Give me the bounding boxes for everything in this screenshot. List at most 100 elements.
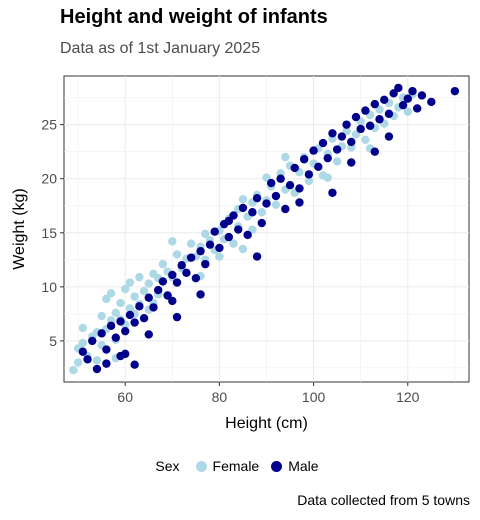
data-point-male [267, 178, 276, 188]
data-point-female [186, 239, 196, 248]
data-point-male [375, 115, 384, 124]
data-point-male [295, 184, 304, 193]
grid-lines [64, 76, 469, 382]
legend: Sex Female Male [0, 458, 480, 474]
data-point-male [210, 227, 219, 236]
data-point-male [408, 86, 417, 96]
data-point-male [88, 336, 97, 346]
data-point-male [168, 270, 177, 280]
data-point-female [323, 173, 332, 182]
data-point-female [229, 239, 238, 248]
female-key-icon [195, 460, 207, 472]
data-point-female [351, 130, 361, 139]
data-point-male [380, 95, 389, 104]
data-point-male [318, 138, 328, 148]
data-point-male [78, 347, 88, 356]
data-point-male [186, 253, 196, 262]
data-point-female [201, 229, 210, 239]
data-point-male [205, 240, 215, 249]
y-tick-label: 20 [41, 171, 57, 187]
data-point-male [144, 293, 153, 302]
data-point-male [121, 326, 130, 336]
data-point-male [158, 277, 168, 286]
data-point-male [281, 204, 290, 214]
data-point-male [450, 86, 460, 96]
data-point-male [342, 120, 351, 129]
data-point-male [229, 211, 238, 220]
y-tick-label: 15 [41, 225, 57, 241]
data-point-male [215, 243, 224, 253]
data-point-male [347, 137, 356, 147]
data-point-male [238, 203, 248, 213]
data-point-male [295, 198, 304, 207]
data-point-male [252, 252, 262, 261]
data-point-female [271, 200, 281, 209]
x-axis-title: Height (cm) [225, 415, 308, 432]
data-point-male [153, 285, 163, 295]
data-point-male [102, 359, 111, 368]
data-point-female [69, 365, 78, 375]
data-point-female [78, 323, 88, 333]
data-point-male [276, 174, 285, 183]
data-point-female [125, 304, 135, 313]
data-point-male [403, 94, 412, 103]
data-point-female [281, 152, 290, 162]
data-point-female [403, 107, 412, 116]
y-tick-label: 5 [49, 333, 57, 349]
data-point-female [144, 279, 153, 288]
data-point-male [394, 83, 403, 93]
data-point-female [78, 338, 88, 348]
data-point-male [384, 109, 394, 119]
data-point-male [299, 155, 309, 164]
data-point-male [309, 146, 318, 155]
data-point-female [304, 176, 314, 186]
data-point-male [168, 296, 177, 306]
data-point-female [168, 237, 177, 246]
data-point-male [172, 278, 182, 287]
data-point-male [412, 104, 422, 113]
data-point-male [130, 360, 139, 369]
data-point-female [92, 356, 102, 365]
x-tick-label: 80 [212, 389, 228, 405]
data-point-male [370, 99, 380, 109]
data-point-male [398, 100, 408, 110]
data-point-male [92, 364, 102, 374]
data-point-male [149, 303, 158, 312]
data-point-male [347, 158, 356, 167]
data-point-female [130, 292, 139, 301]
data-point-male [116, 317, 125, 326]
data-point-female [238, 244, 248, 254]
data-point-male [285, 181, 295, 190]
data-point-male [314, 162, 323, 172]
y-axis-ticks: 5 10 15 20 25 [41, 117, 64, 349]
data-point-male [332, 145, 342, 154]
data-point-female [106, 289, 116, 298]
x-tick-label: 60 [117, 389, 133, 405]
data-point-female [158, 259, 168, 269]
x-tick-label: 100 [302, 389, 326, 405]
legend-label-female: Female [212, 458, 260, 474]
x-axis-ticks: 60 80 100 120 [117, 382, 420, 405]
legend-label-male: Male [288, 458, 319, 474]
data-point-female [102, 294, 111, 303]
data-point-male [106, 321, 116, 330]
data-point-female [238, 195, 248, 204]
male-key-icon [271, 460, 283, 472]
data-point-female [139, 286, 149, 296]
data-point-female [97, 311, 106, 321]
data-point-male [304, 170, 314, 179]
data-point-female [135, 272, 144, 282]
data-point-male [252, 193, 262, 203]
data-point-male [196, 246, 205, 256]
data-point-female [172, 250, 182, 259]
data-point-male [201, 259, 210, 269]
data-point-male [196, 290, 205, 299]
data-point-male [234, 225, 243, 234]
data-point-female [332, 157, 342, 166]
data-point-female [215, 252, 224, 261]
chart-caption: Data collected from 5 towns [297, 492, 470, 508]
data-point-male [417, 91, 427, 100]
data-point-female [342, 126, 351, 136]
data-point-male [102, 345, 111, 354]
